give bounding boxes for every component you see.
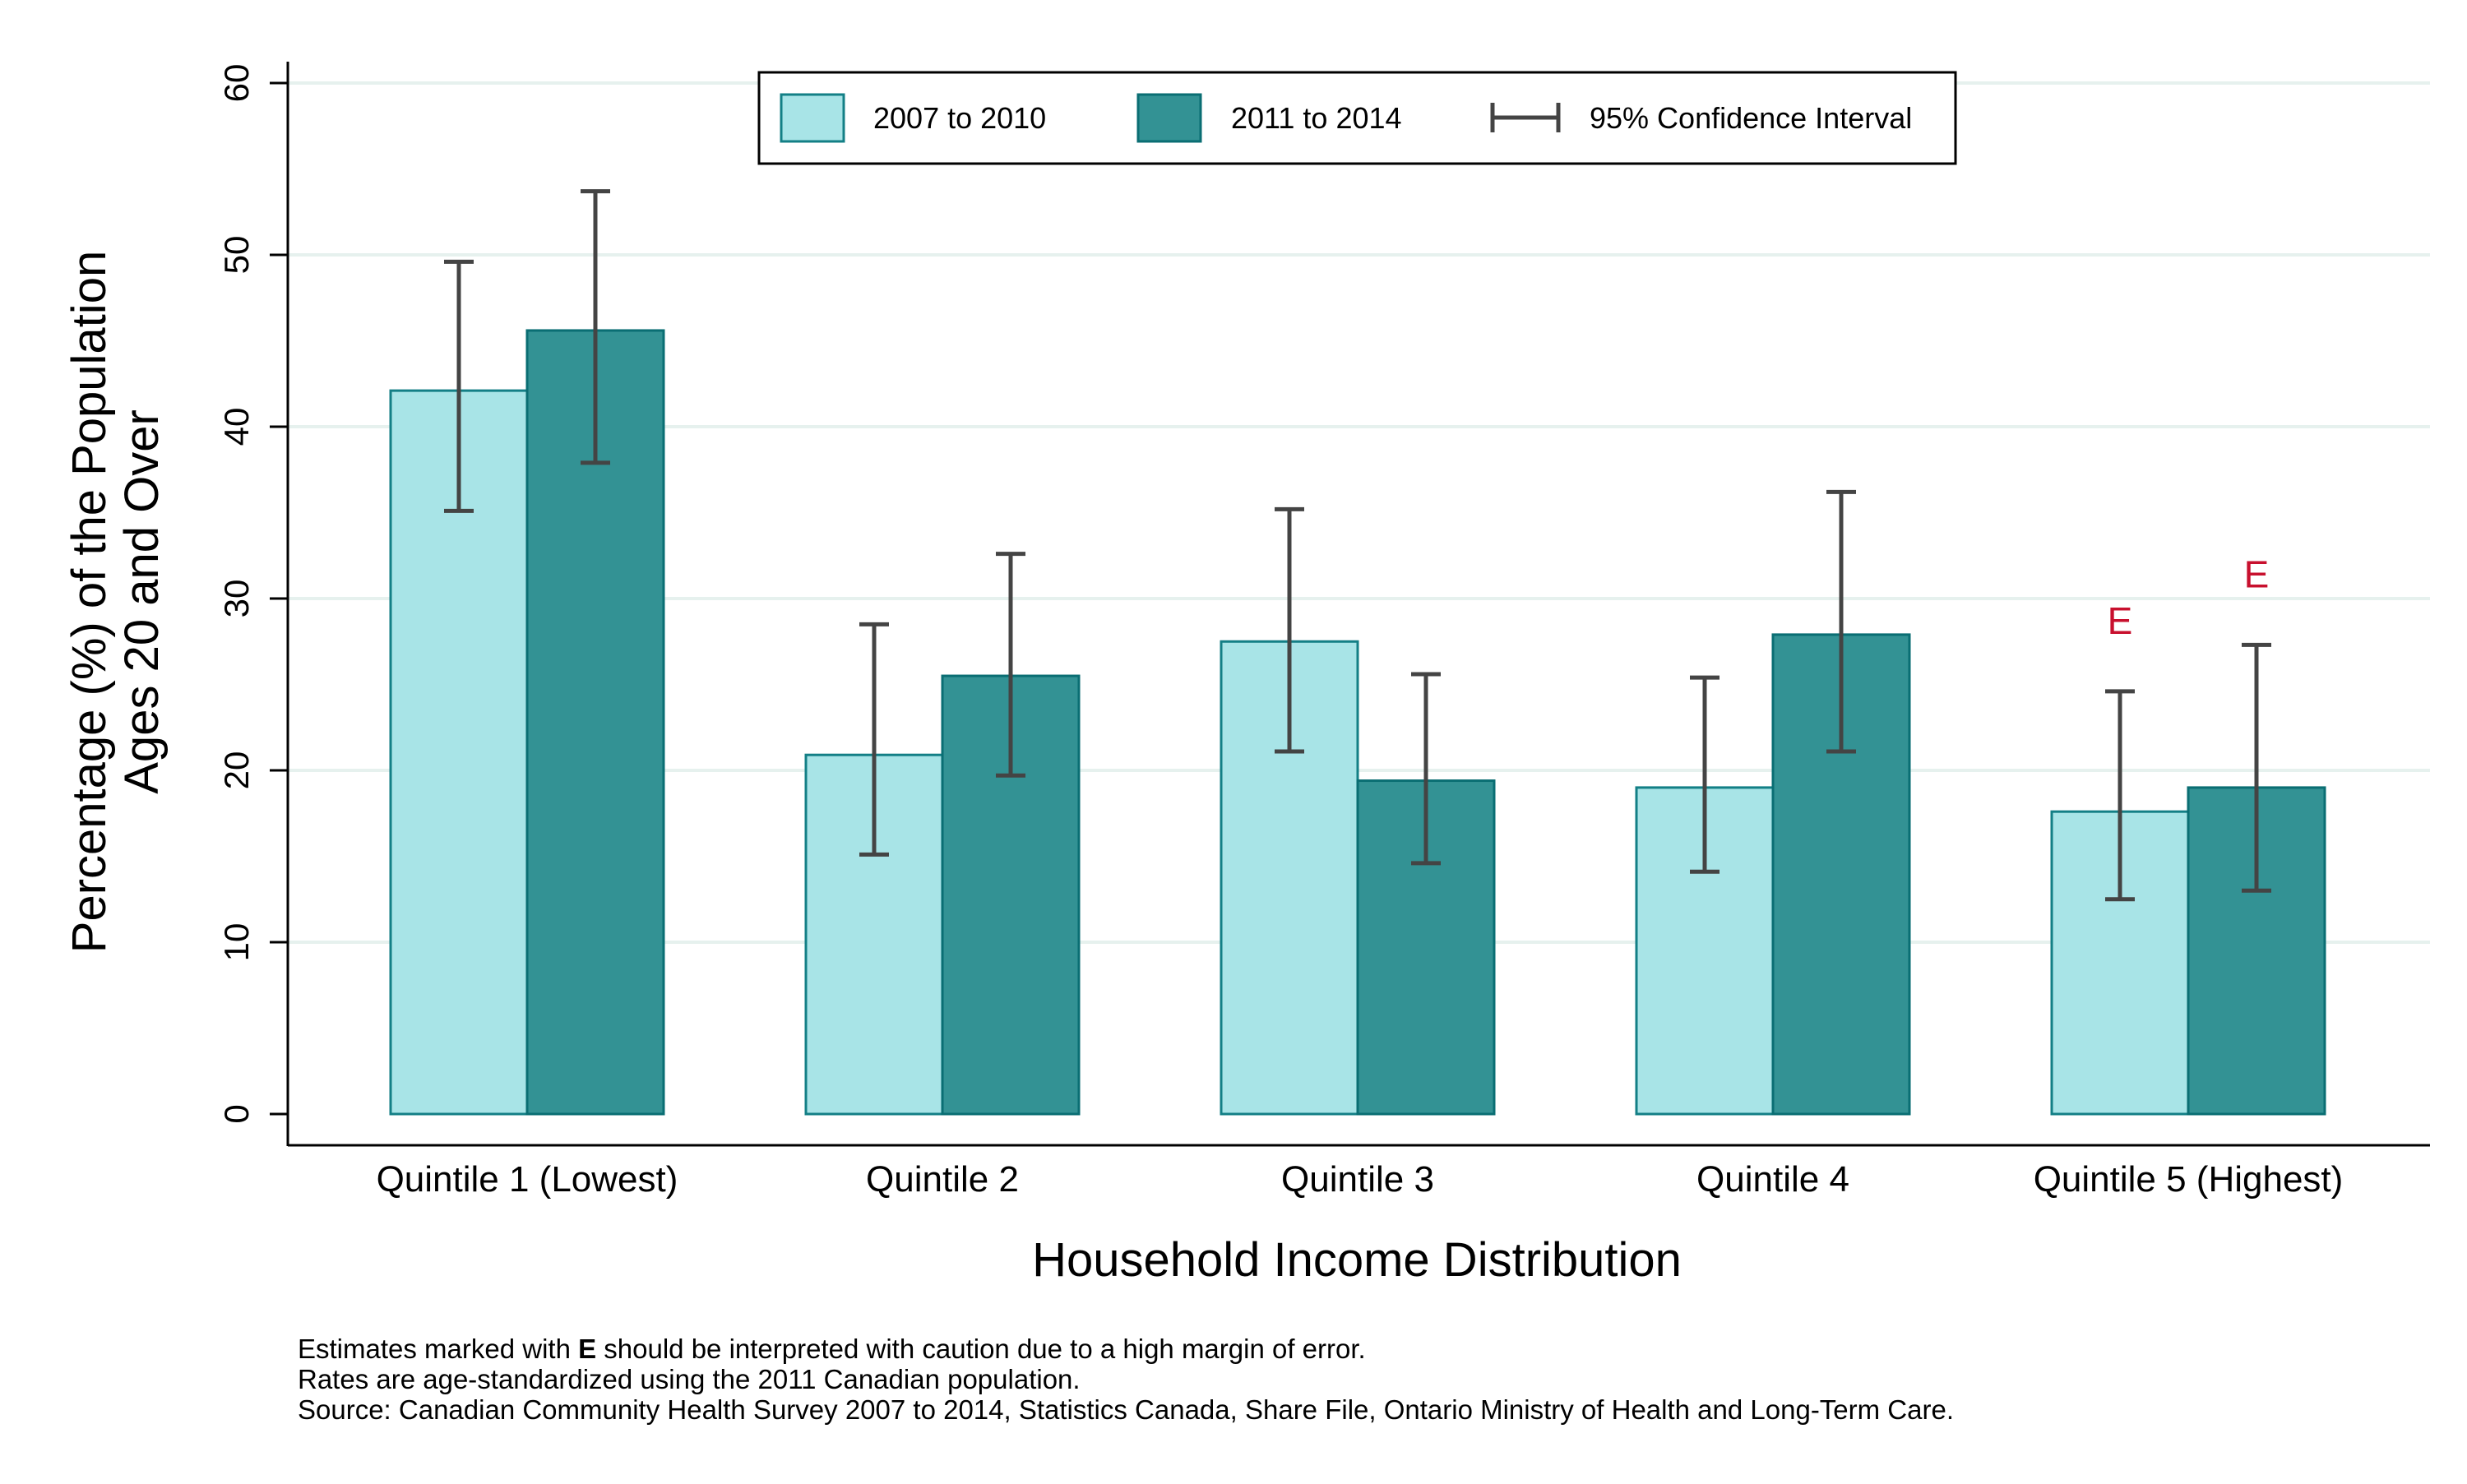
footnote-line3: Source: Canadian Community Health Survey… [298,1394,1954,1425]
footnote-line1: Estimates marked with E should be interp… [298,1334,1366,1364]
legend-box [757,71,1957,165]
legend-label-2007-2010: 2007 to 2010 [873,101,1046,135]
y-tick-label-20: 20 [217,751,256,790]
flag-e-2011-2014-q5: E [2244,552,2270,595]
footnotes: Estimates marked with E should be interp… [298,1334,1954,1425]
y-tick-label-50: 50 [217,236,256,275]
error-bar-2011-2014-q2 [996,552,1025,778]
x-axis-title: Household Income Distribution [1032,1233,1682,1287]
legend-label-2011-2014: 2011 to 2014 [1231,101,1402,135]
error-bar-2011-2014-q1 [581,189,610,465]
y-axis-title-line1: Percentage (%) of the Population [62,251,116,953]
error-bar-2007-2010-q5 [2105,689,2135,902]
error-bar-2011-2014-q5 [2242,642,2271,893]
x-tick-label-q1: Quintile 1 (Lowest) [377,1159,678,1200]
x-tick-label-q2: Quintile 2 [866,1159,1019,1200]
axes: 0 10 20 30 40 50 60 [217,62,2430,1147]
footnote-line2: Rates are age-standardized using the 201… [298,1364,1081,1394]
legend-ci-icon [1490,103,1561,132]
y-tick-label-40: 40 [217,408,256,446]
legend: 2007 to 2010 2011 to 2014 95% Confidence… [757,71,1957,165]
x-tick-label-q4: Quintile 4 [1696,1159,1849,1200]
error-bar-2011-2014-q3 [1411,672,1441,866]
error-bar-2007-2010-q2 [859,622,889,857]
y-axis-title: Percentage (%) of the Population Ages 20… [62,251,169,953]
y-tick-label-10: 10 [217,923,256,962]
error-bar-2007-2010-q3 [1275,506,1304,754]
error-bar-2007-2010-q1 [444,259,474,513]
x-tick-label-q3: Quintile 3 [1281,1159,1434,1200]
legend-swatch-2007-2010 [780,93,845,143]
error-bar-2011-2014-q4 [1826,489,1856,754]
error-bar-2007-2010-q4 [1690,675,1719,874]
flag-e-2007-2010-q5: E [2108,599,2133,642]
y-axis-title-line2: Ages 20 and Over [115,409,169,794]
legend-swatch-2011-2014 [1136,93,1202,143]
y-tick-label-30: 30 [217,580,256,618]
legend-label-ci: 95% Confidence Interval [1590,101,1912,135]
labels: Quintile 1 (Lowest) Quintile 2 Quintile 3 Q… [377,552,2344,1200]
y-tick-label-60: 60 [217,64,256,103]
y-tick-label-0: 0 [217,1104,256,1123]
x-tick-label-q5: Quintile 5 (Highest) [2034,1159,2344,1200]
bars [389,189,2326,1116]
